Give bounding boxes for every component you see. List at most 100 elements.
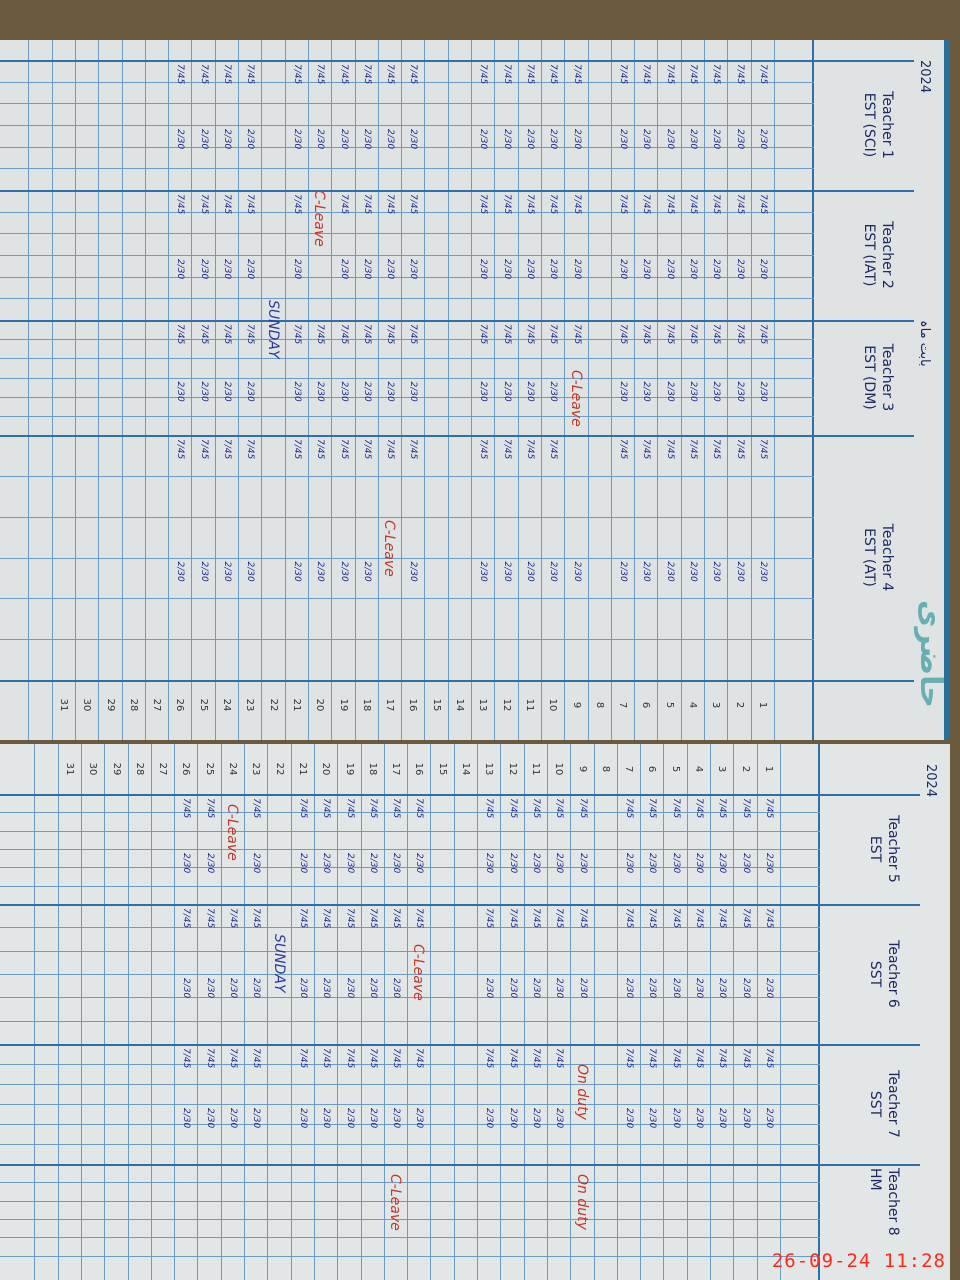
grid-line — [547, 744, 548, 1280]
departure-time: 2/30 — [694, 978, 705, 999]
teacher-header: Teacher 2 EST (IAT) — [860, 190, 896, 320]
grid-line — [780, 744, 781, 1280]
teacher-name: Teacher 7 — [885, 1070, 901, 1138]
grid-line — [616, 744, 618, 1280]
departure-time: 2/30 — [338, 561, 349, 582]
arrival-time: 7/45 — [711, 439, 722, 460]
departure-time: 2/30 — [198, 129, 209, 150]
grid-line — [150, 744, 152, 1280]
arrival-time: 7/45 — [577, 908, 588, 929]
departure-time: 2/30 — [181, 1108, 192, 1129]
arrival-time: 7/45 — [344, 798, 355, 819]
grid-line — [75, 40, 76, 740]
departure-time: 2/30 — [571, 561, 582, 582]
grid-line — [28, 40, 30, 740]
departure-time: 2/30 — [647, 1108, 658, 1129]
teacher-column-divider — [0, 904, 920, 906]
arrival-time: 7/45 — [647, 798, 658, 819]
arrival-time: 7/45 — [717, 798, 728, 819]
day-number: 1 — [757, 701, 768, 709]
day-number: 4 — [687, 701, 699, 709]
grid-line — [214, 40, 216, 740]
departure-time: 2/30 — [484, 853, 495, 874]
day-number: 29 — [104, 698, 116, 712]
year-label: 2024 — [917, 60, 932, 94]
day-number: 6 — [640, 701, 652, 709]
teacher-column-divider — [0, 1164, 920, 1166]
departure-time: 2/30 — [647, 853, 658, 874]
departure-time: 2/30 — [321, 1108, 332, 1129]
day-number: 5 — [663, 701, 675, 709]
arrival-time: 7/45 — [292, 194, 302, 215]
teacher-header: Teacher 6 SST — [866, 904, 902, 1044]
day-number: 21 — [297, 762, 308, 776]
departure-time: 2/30 — [764, 853, 774, 874]
arrival-time: 7/45 — [711, 194, 722, 215]
departure-time: 2/30 — [315, 561, 326, 582]
departure-time: 2/30 — [315, 129, 326, 150]
departure-time: 2/30 — [338, 259, 349, 280]
arrival-time: 7/45 — [175, 439, 186, 460]
departure-time: 2/30 — [367, 853, 378, 874]
departure-time: 2/30 — [734, 129, 745, 150]
arrival-time: 7/45 — [694, 908, 705, 929]
departure-time: 2/30 — [624, 853, 635, 874]
arrival-time: 7/45 — [764, 798, 774, 819]
arrival-time: 7/45 — [361, 324, 372, 345]
teacher-post: EST — [867, 835, 883, 863]
grid-line — [308, 40, 309, 740]
departure-time: 2/30 — [292, 561, 302, 582]
subcolumn-divider — [0, 1020, 820, 1022]
left-register-page: ﺣﺎﺿﺮﯼ 2024 بابت ماہ Teacher 1 EST (SCI) Te… — [0, 40, 950, 740]
grid-line — [127, 744, 129, 1280]
arrival-time: 7/45 — [228, 1048, 239, 1069]
subcolumn-divider — [0, 168, 814, 170]
day-number: 8 — [599, 765, 611, 773]
teacher-column-divider — [0, 60, 914, 62]
day-number: 19 — [343, 762, 355, 776]
departure-time: 2/30 — [367, 978, 378, 999]
teacher-header: Teacher 5 EST — [866, 794, 902, 904]
departure-time: 2/30 — [694, 1108, 705, 1129]
departure-time: 2/30 — [624, 1108, 635, 1129]
grid-line — [704, 40, 706, 740]
grid-line — [174, 744, 176, 1280]
departure-time: 2/30 — [740, 978, 751, 999]
arrival-time: 7/45 — [764, 1048, 774, 1069]
departure-time: 2/30 — [548, 561, 559, 582]
day-number: 30 — [87, 762, 99, 776]
departure-time: 2/30 — [734, 259, 745, 280]
arrival-time: 7/45 — [688, 439, 699, 460]
arrival-time: 7/45 — [385, 439, 396, 460]
grid-line — [663, 744, 665, 1280]
day-number: 7 — [617, 701, 629, 709]
c-leave-note: C-Leave — [311, 190, 328, 247]
arrival-time: 7/45 — [367, 908, 378, 929]
arrival-time: 7/45 — [385, 64, 396, 85]
departure-time: 2/30 — [717, 978, 728, 999]
day-number: 22 — [267, 698, 279, 712]
arrival-time: 7/45 — [618, 64, 629, 85]
departure-time: 2/30 — [711, 259, 722, 280]
subcolumn-divider — [0, 298, 814, 300]
arrival-time: 7/45 — [670, 1048, 681, 1069]
arrival-time: 7/45 — [385, 194, 396, 215]
grid-line — [354, 40, 356, 740]
day-number: 20 — [314, 698, 326, 712]
arrival-time: 7/45 — [548, 324, 559, 345]
grid-line — [500, 744, 502, 1280]
arrival-time: 7/45 — [181, 908, 192, 929]
arrival-time: 7/45 — [367, 1048, 378, 1069]
day-number: 18 — [366, 762, 378, 776]
teacher-name: Teacher 1 — [879, 91, 895, 159]
grid-line — [191, 40, 193, 740]
arrival-time: 7/45 — [501, 64, 512, 85]
grid-line — [34, 744, 36, 1280]
c-leave-note: C-Leave — [381, 520, 398, 577]
grid-line — [523, 744, 525, 1280]
departure-time: 2/30 — [507, 1108, 518, 1129]
teacher-name: Teacher 2 — [879, 221, 895, 289]
departure-time: 2/30 — [711, 129, 722, 150]
grid-line — [680, 40, 682, 740]
day-number: 16 — [407, 698, 419, 712]
